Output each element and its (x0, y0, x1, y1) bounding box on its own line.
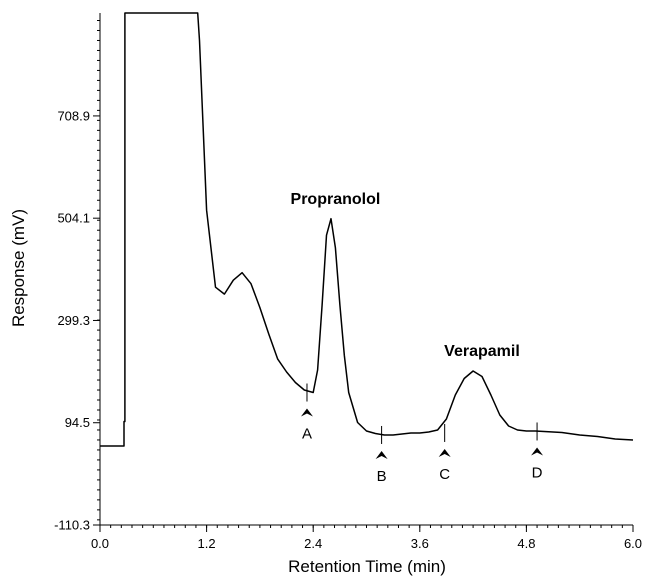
marker-arrowhead-icon (531, 447, 544, 456)
y-tick-label: 299.3 (57, 313, 90, 328)
marker-label: C (439, 466, 450, 483)
y-axis-title: Response (mV) (9, 209, 28, 327)
x-tick-label: 2.4 (304, 536, 322, 551)
peak-label-propranolol: Propranolol (291, 191, 381, 208)
x-tick-label: 6.0 (624, 536, 642, 551)
marker-arrowhead-icon (438, 448, 451, 457)
axes: -110.3 94.5 299.3 504.1 708.9 0.0 1.2 2.4 3.6 4.8… (54, 13, 642, 551)
marker-d: D (531, 422, 544, 481)
marker-label: A (302, 426, 312, 443)
x-tick-label: 4.8 (517, 536, 535, 551)
y-tick-label: 94.5 (65, 415, 90, 430)
series-group (100, 12, 634, 447)
y-tick-label: 504.1 (57, 211, 90, 226)
marker-b: B (375, 425, 388, 485)
peak-label-verapamil: Verapamil (444, 343, 520, 360)
y-tick-label: -110.3 (54, 518, 90, 533)
annotations-group: Propranolol Verapamil (291, 191, 520, 360)
x-tick-label: 1.2 (198, 536, 216, 551)
x-tick-label: 3.6 (411, 536, 429, 551)
x-tick-label: 0.0 (91, 536, 109, 551)
x-axis-title: Retention Time (min) (288, 557, 446, 576)
injection-markers-group: A B C D (300, 383, 544, 485)
marker-arrowhead-icon (300, 408, 313, 417)
marker-label: B (377, 468, 387, 485)
y-tick-label: 708.9 (57, 108, 90, 123)
marker-a: A (300, 383, 313, 443)
marker-label: D (532, 464, 543, 481)
marker-c: C (438, 423, 451, 483)
marker-arrowhead-icon (375, 450, 388, 459)
chromatogram-trace (100, 12, 634, 447)
